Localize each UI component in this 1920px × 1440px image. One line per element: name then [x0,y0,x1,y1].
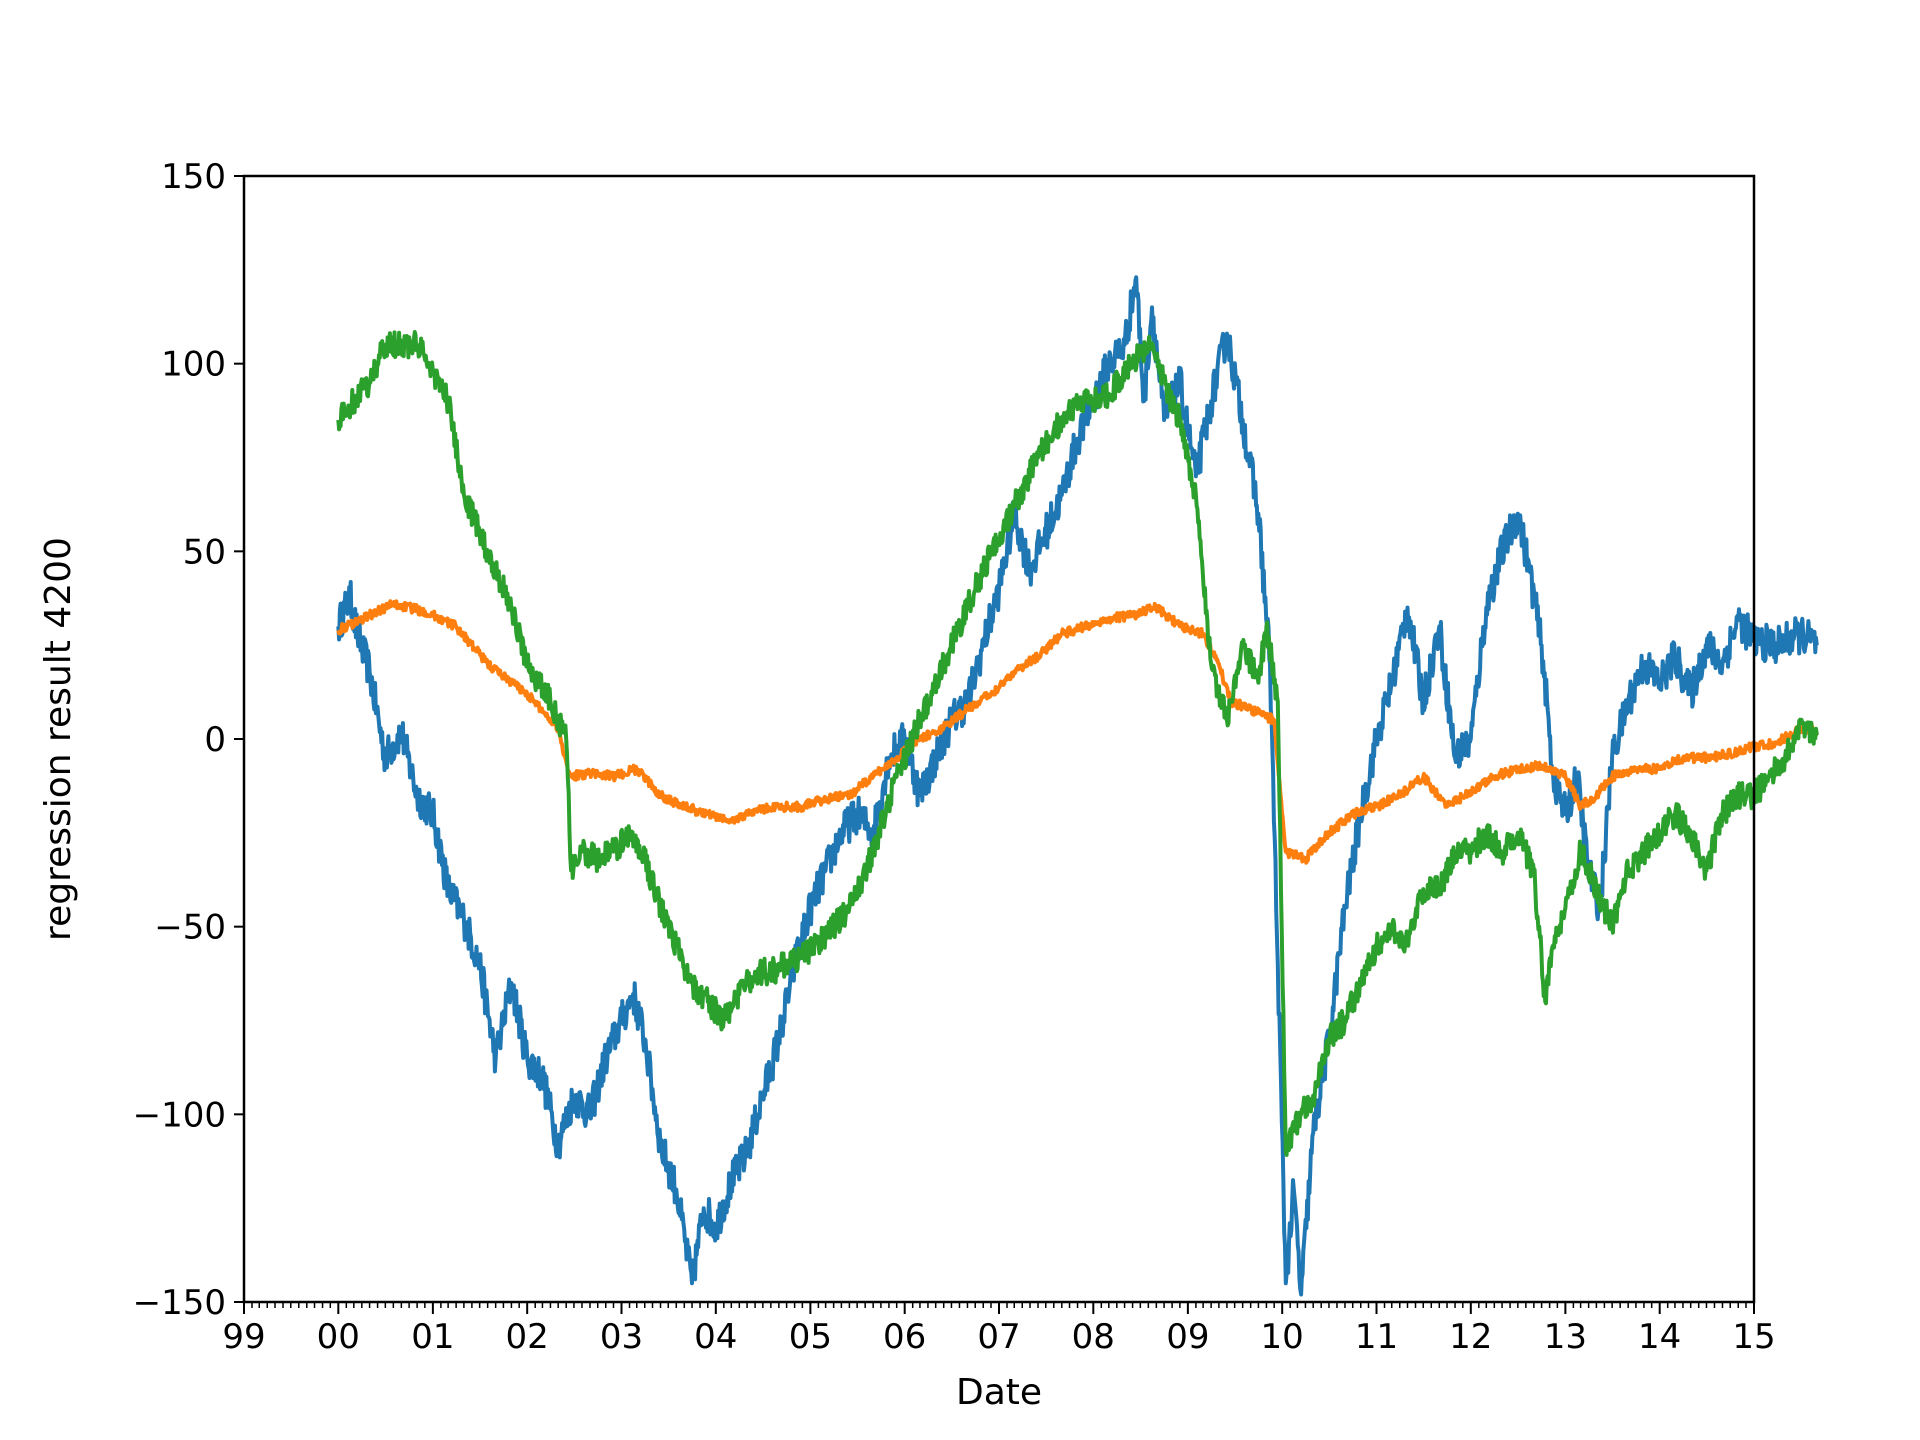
x-axis: 99 00 01 02 03 04 05 06 07 08 09 10 11 12 13 14 15 [222,1302,1776,1357]
y-tick-label: 100 [161,345,226,385]
series-line-2 [336,599,1819,865]
x-tick-label: 00 [317,1317,360,1357]
x-tick-label: 06 [883,1317,926,1357]
x-tick-label: 05 [789,1317,832,1357]
x-tick-label: 09 [1166,1317,1209,1357]
x-tick-label: 04 [694,1317,737,1357]
x-tick-label: 11 [1355,1317,1398,1357]
x-tick-label: 10 [1261,1317,1304,1357]
y-tick-label: 50 [183,532,226,572]
y-tick-label: 150 [161,157,226,197]
x-axis-label: Date [956,1372,1042,1413]
y-tick-label: −50 [154,908,226,948]
y-axis-label: regression result 4200 [38,537,79,941]
series-line-3 [336,330,1819,1157]
x-tick-label: 14 [1638,1317,1681,1357]
y-axis: −150 −100 −50 0 50 100 150 [133,157,244,1323]
x-tick-label: 01 [411,1317,454,1357]
x-tick-label: 12 [1449,1317,1492,1357]
x-tick-label: 99 [222,1317,265,1357]
y-tick-label: 0 [204,720,226,760]
x-tick-label: 02 [506,1317,549,1357]
x-tick-label: 15 [1732,1317,1775,1357]
x-tick-label: 13 [1544,1317,1587,1357]
x-tick-label: 07 [977,1317,1020,1357]
series-layer [336,275,1819,1297]
x-tick-label: 08 [1072,1317,1115,1357]
y-tick-label: −100 [133,1095,226,1135]
y-tick-label: −150 [133,1283,226,1323]
x-tick-label: 03 [600,1317,643,1357]
series-line-1 [336,275,1819,1297]
